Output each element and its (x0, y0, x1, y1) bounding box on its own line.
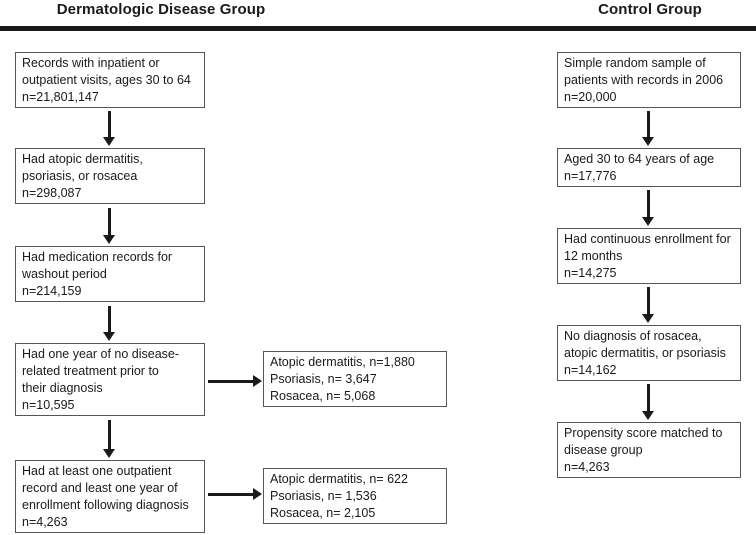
arrow-down-icon (103, 111, 116, 146)
disease-group-title: Dermatologic Disease Group (56, 1, 266, 18)
flow-box-disease-washout: Had medication records for washout period… (15, 246, 205, 302)
flow-box-control-enrollment: Had continuous enrollment for 12 months n=… (557, 228, 741, 284)
flow-box-disease-no-treatment: Had one year of no disease-related treat… (15, 343, 205, 416)
arrow-right-icon (208, 375, 262, 388)
arrow-down-icon (103, 306, 116, 341)
arrow-down-icon (642, 287, 655, 323)
flow-box-control-sample: Simple random sample of patients with rec… (557, 52, 741, 108)
flow-box-control-no-diagnosis: No diagnosis of rosacea, atopic dermatiti… (557, 325, 741, 381)
flow-box-disease-enrollment: Had at least one outpatient record and le… (15, 460, 205, 533)
flow-box-control-matched: Propensity score matched to disease group… (557, 422, 741, 478)
header-divider-line (0, 26, 756, 31)
arrow-down-icon (103, 420, 116, 458)
flow-box-disease-diagnosis: Had atopic dermatitis, psoriasis, or rosa… (15, 148, 205, 204)
flow-box-disease-records: Records with inpatient or outpatient visi… (15, 52, 205, 108)
flow-box-breakdown-diagnosed: Atopic dermatitis, n=1,880 Psoriasis, n= … (263, 351, 447, 407)
arrow-right-icon (208, 488, 262, 501)
arrow-down-icon (642, 111, 655, 146)
arrow-down-icon (642, 190, 655, 226)
flow-box-control-age: Aged 30 to 64 years of age n=17,776 (557, 148, 741, 187)
control-group-title: Control Group (598, 1, 702, 18)
arrow-down-icon (642, 384, 655, 420)
flow-box-breakdown-final: Atopic dermatitis, n= 622 Psoriasis, n= 1… (263, 468, 447, 524)
arrow-down-icon (103, 208, 116, 244)
